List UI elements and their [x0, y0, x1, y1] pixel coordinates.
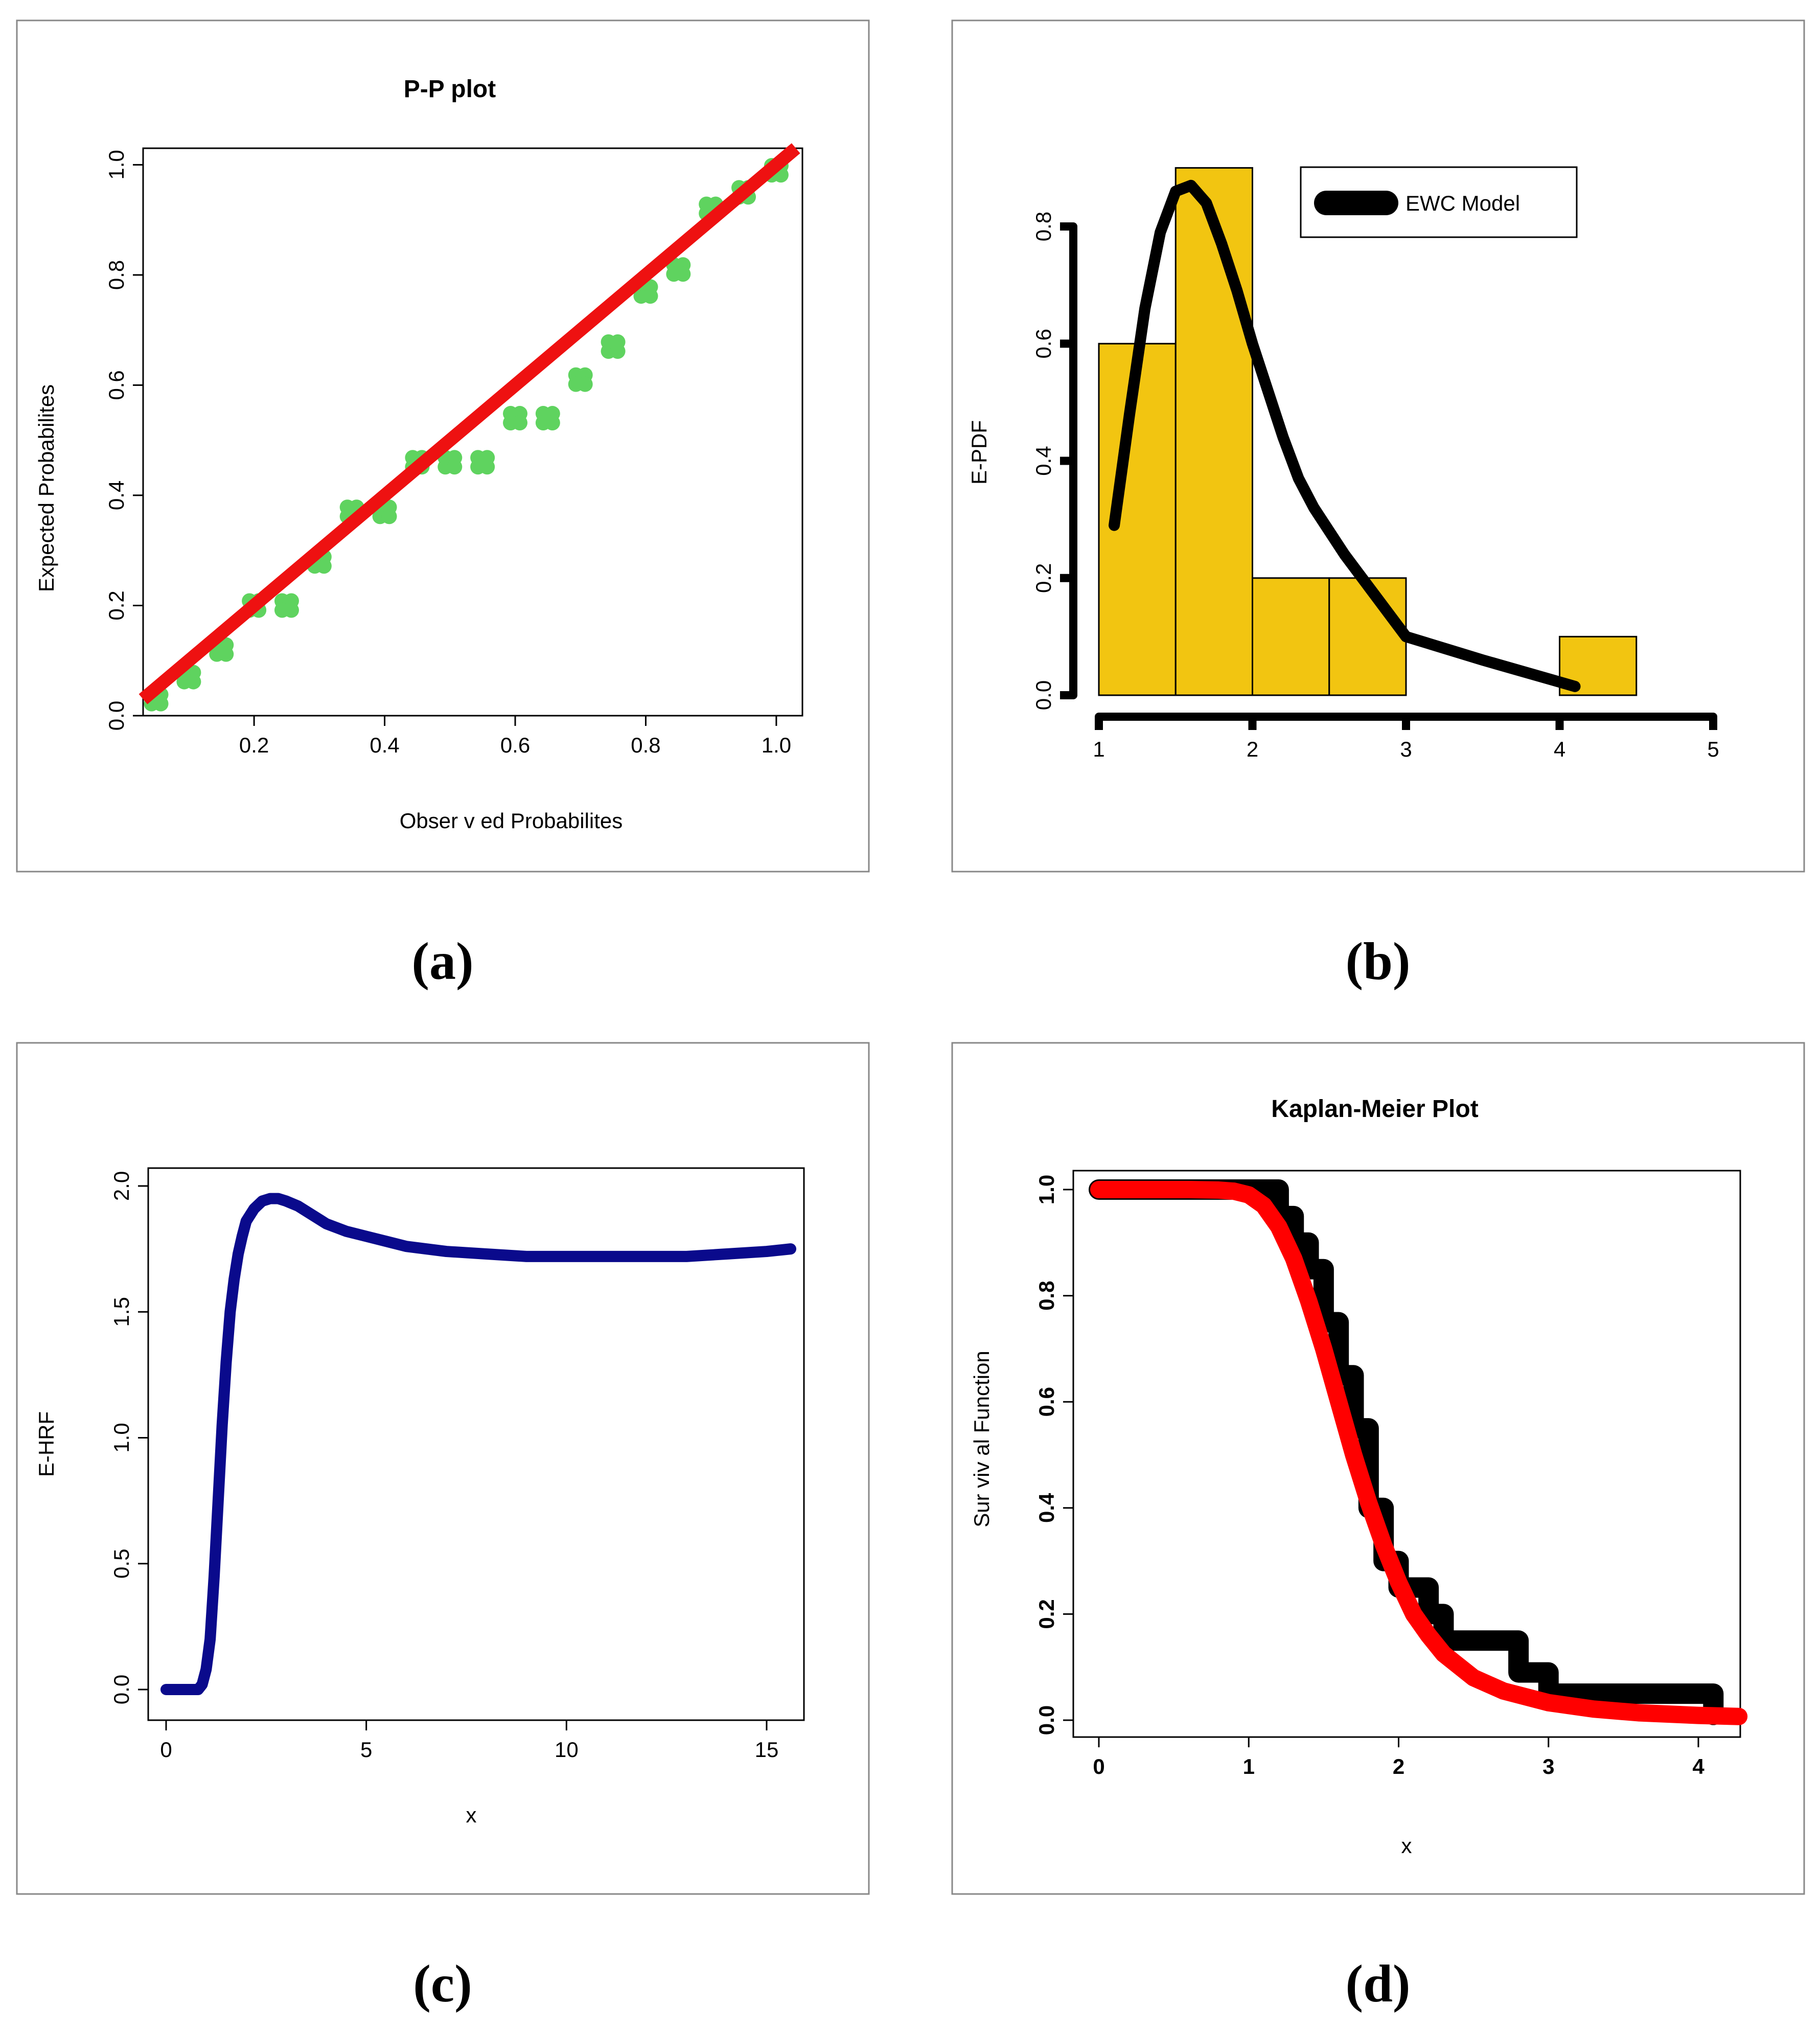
histogram-bar [1328, 577, 1407, 696]
histogram-x-axis: 1 2 3 4 5 [1093, 713, 1719, 761]
histogram-bar [1252, 577, 1330, 696]
hrf-curve [160, 1193, 796, 1695]
hrf-plot-frame [147, 1167, 805, 1721]
y-tick-label: 0.0 [1031, 680, 1055, 710]
pp-plot-reference-line [139, 143, 800, 704]
panel-c-border [16, 1042, 870, 1895]
km-plot-title: Kaplan-Meier Plot [1271, 1096, 1478, 1123]
hrf-x-axis: 0 5 10 15 [160, 1720, 778, 1762]
fitted-survival-curve [1090, 1181, 1748, 1725]
y-tick-label: 0.6 [1031, 329, 1055, 358]
pp-point [437, 450, 463, 475]
y-tick-label: 1.0 [104, 150, 128, 179]
x-tick-label: 2 [1247, 737, 1258, 761]
panel-d-border [951, 1042, 1805, 1895]
x-tick-label: 0.8 [631, 733, 660, 757]
x-tick-label: 5 [1707, 737, 1719, 761]
pp-point [503, 406, 528, 431]
y-tick-label: 0.2 [1034, 1599, 1058, 1629]
y-tick-label: 0.8 [104, 260, 128, 290]
km-ylabel: Sur viv al Function [970, 1351, 994, 1527]
panel-d: Kaplan-Meier Plot 0 1 2 3 4 0.0 0.2 0.4 0.6 0.8 1… [951, 1042, 1805, 1895]
hrf-ylabel: E-HRF [34, 1411, 58, 1477]
x-tick-label: 0.2 [239, 733, 269, 757]
y-tick-label: 2.0 [109, 1171, 133, 1201]
y-tick-label: 0.0 [109, 1675, 133, 1704]
y-tick-label: 1.5 [109, 1297, 133, 1327]
x-tick-label: 3 [1542, 1754, 1554, 1778]
x-tick-label: 10 [555, 1738, 579, 1762]
km-y-axis: 0.0 0.2 0.4 0.6 0.8 1.0 [1034, 1175, 1073, 1735]
panel-label-a: (a) [411, 932, 473, 991]
pp-point [601, 334, 626, 359]
x-tick-label: 4 [1554, 737, 1565, 761]
panel-c: 0 5 10 15 0.0 0.5 1.0 1.5 2.0 x E-HRF [16, 1042, 870, 1895]
y-tick-label: 0.2 [1031, 563, 1055, 593]
pp-plot-y-axis: 0.0 0.2 0.4 0.6 0.8 1.0 [104, 150, 143, 731]
pp-plot-title: P-P plot [404, 76, 496, 103]
km-xlabel: x [1401, 1834, 1412, 1858]
histogram-legend: EWC Model [1300, 166, 1578, 238]
y-tick-label: 1.0 [109, 1423, 133, 1452]
x-tick-label: 3 [1400, 737, 1412, 761]
pp-point [568, 367, 593, 392]
y-tick-label: 0.8 [1034, 1281, 1058, 1310]
x-tick-label: 4 [1692, 1754, 1704, 1778]
panel-a-border [16, 19, 870, 873]
y-tick-label: 0.0 [1034, 1705, 1058, 1735]
x-tick-label: 0.4 [370, 733, 399, 757]
pp-plot-frame [142, 147, 803, 717]
pp-plot-x-axis: 0.2 0.4 0.6 0.8 1.0 [239, 716, 791, 757]
legend-entry: EWC Model [1406, 191, 1520, 215]
x-tick-label: 0 [160, 1738, 172, 1762]
x-tick-label: 0 [1093, 1754, 1104, 1778]
km-plot-frame [1072, 1170, 1741, 1738]
histogram-y-axis: 0.0 0.2 0.4 0.6 0.8 [1031, 212, 1077, 710]
pp-point [666, 257, 691, 282]
panel-label-c: (c) [413, 1954, 472, 2013]
x-tick-label: 1 [1093, 737, 1104, 761]
x-tick-label: 5 [360, 1738, 372, 1762]
kaplan-meier-step-curve [1089, 1179, 1724, 1725]
y-tick-label: 0.4 [1031, 446, 1055, 475]
pp-plot-ylabel: Expected Probabilites [34, 384, 58, 592]
pp-plot-xlabel: Obser v ed Probabilites [400, 809, 623, 833]
panel-label-d: (d) [1345, 1954, 1410, 2013]
y-tick-label: 0.6 [104, 370, 128, 400]
hrf-xlabel: x [466, 1803, 477, 1827]
y-tick-label: 0.0 [104, 701, 128, 731]
y-tick-label: 0.4 [104, 481, 128, 510]
histogram-bar [1174, 167, 1253, 696]
x-tick-label: 0.6 [500, 733, 530, 757]
histogram-ylabel: E-PDF [967, 420, 991, 485]
x-tick-label: 15 [755, 1738, 779, 1762]
y-tick-label: 1.0 [1034, 1175, 1058, 1204]
panel-label-b: (b) [1345, 932, 1410, 991]
y-tick-label: 0.8 [1031, 212, 1055, 241]
histogram-bars [1098, 167, 1638, 696]
x-tick-label: 1 [1243, 1754, 1255, 1778]
y-tick-label: 0.4 [1034, 1493, 1058, 1523]
hrf-y-axis: 0.0 0.5 1.0 1.5 2.0 [109, 1171, 148, 1704]
panel-b: 1 2 3 4 5 0.0 0.2 0.4 0.6 0.8 E-PDF EWC Model [951, 19, 1805, 873]
km-x-axis: 0 1 2 3 4 [1093, 1737, 1704, 1778]
y-tick-label: 0.5 [109, 1549, 133, 1579]
panel-a: P-P plot 0.2 0.4 0.6 0.8 1.0 0.0 0.2 0.4 0.6 0.8… [16, 19, 870, 873]
ewc-model-density-curve [1109, 179, 1581, 692]
pp-point [470, 450, 495, 475]
panel-b-border [951, 19, 1805, 873]
pp-point [535, 406, 560, 431]
x-tick-label: 2 [1393, 1754, 1404, 1778]
y-tick-label: 0.6 [1034, 1387, 1058, 1417]
pp-point [274, 593, 299, 618]
x-tick-label: 1.0 [762, 733, 791, 757]
y-tick-label: 0.2 [104, 590, 128, 620]
